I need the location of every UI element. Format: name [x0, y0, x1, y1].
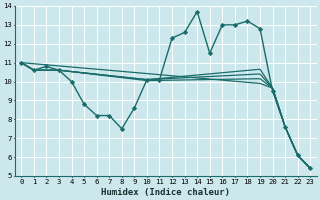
X-axis label: Humidex (Indice chaleur): Humidex (Indice chaleur) [101, 188, 230, 197]
